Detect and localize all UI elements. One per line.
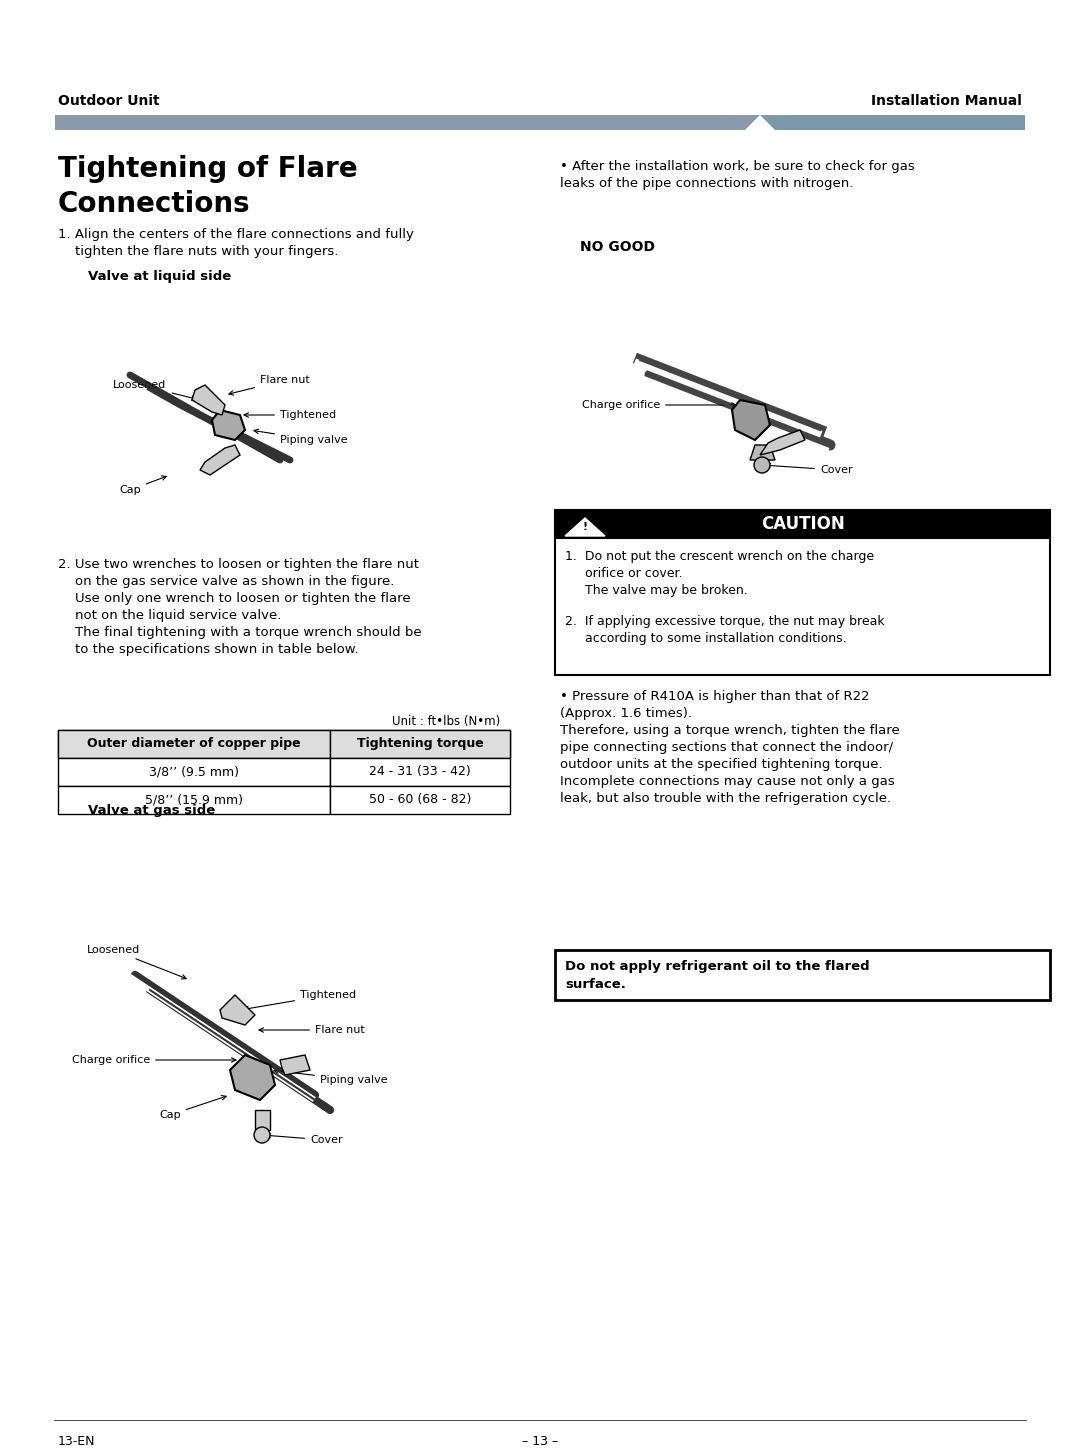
Text: Tightening of Flare
Connections: Tightening of Flare Connections	[58, 156, 357, 218]
Text: !: !	[582, 522, 588, 532]
Text: Cover: Cover	[766, 464, 852, 475]
Text: 3/8’’ (9.5 mm): 3/8’’ (9.5 mm)	[149, 765, 239, 778]
Text: Outer diameter of copper pipe: Outer diameter of copper pipe	[87, 737, 301, 750]
Polygon shape	[330, 730, 510, 758]
Text: Charge orifice: Charge orifice	[71, 1056, 237, 1064]
FancyBboxPatch shape	[555, 510, 1050, 538]
Text: 5/8’’ (15.9 mm): 5/8’’ (15.9 mm)	[145, 794, 243, 807]
Text: Installation Manual: Installation Manual	[872, 95, 1022, 108]
Text: Tightened: Tightened	[244, 990, 356, 1011]
Text: Flare nut: Flare nut	[229, 375, 310, 395]
Text: Cover: Cover	[266, 1134, 342, 1144]
Text: Cap: Cap	[159, 1095, 226, 1120]
Text: Do not apply refrigerant oil to the flared
surface.: Do not apply refrigerant oil to the flar…	[565, 960, 869, 992]
Text: Piping valve: Piping valve	[274, 1069, 388, 1085]
Text: • Pressure of R410A is higher than that of R22
(Approx. 1.6 times).
Therefore, u: • Pressure of R410A is higher than that …	[561, 691, 900, 806]
Polygon shape	[220, 995, 255, 1025]
Polygon shape	[58, 787, 330, 814]
Polygon shape	[55, 115, 760, 129]
Text: Valve at gas side: Valve at gas side	[87, 804, 215, 817]
Text: Charge orifice: Charge orifice	[582, 400, 735, 410]
Polygon shape	[330, 758, 510, 787]
Circle shape	[754, 457, 770, 473]
Text: Valve at liquid side: Valve at liquid side	[87, 270, 231, 284]
Text: Loosened: Loosened	[113, 379, 197, 400]
Polygon shape	[760, 430, 805, 455]
Text: 24 - 31 (33 - 42): 24 - 31 (33 - 42)	[369, 765, 471, 778]
Polygon shape	[58, 758, 330, 787]
Polygon shape	[192, 385, 225, 414]
Polygon shape	[230, 1056, 275, 1101]
Text: 1.  Do not put the crescent wrench on the charge
     orifice or cover.
     The: 1. Do not put the crescent wrench on the…	[565, 550, 874, 598]
Polygon shape	[760, 115, 1025, 129]
Polygon shape	[58, 730, 330, 758]
FancyBboxPatch shape	[58, 730, 510, 758]
Text: Tightened: Tightened	[244, 410, 336, 420]
FancyBboxPatch shape	[555, 949, 1050, 1000]
Text: 2.  If applying excessive torque, the nut may break
     according to some insta: 2. If applying excessive torque, the nut…	[565, 615, 885, 646]
Text: 1. Align the centers of the flare connections and fully
    tighten the flare nu: 1. Align the centers of the flare connec…	[58, 228, 414, 257]
Polygon shape	[200, 445, 240, 475]
Text: Cap: Cap	[119, 475, 166, 494]
Text: • After the installation work, be sure to check for gas
leaks of the pipe connec: • After the installation work, be sure t…	[561, 160, 915, 190]
Text: 2. Use two wrenches to loosen or tighten the flare nut
    on the gas service va: 2. Use two wrenches to loosen or tighten…	[58, 558, 421, 656]
Polygon shape	[212, 410, 245, 441]
Text: – 13 –: – 13 –	[522, 1435, 558, 1448]
Polygon shape	[750, 445, 775, 459]
FancyBboxPatch shape	[555, 538, 1050, 675]
Text: Loosened: Loosened	[86, 945, 186, 979]
Polygon shape	[565, 518, 605, 537]
Text: 13-EN: 13-EN	[58, 1435, 95, 1448]
Polygon shape	[732, 400, 770, 441]
Text: Tightening torque: Tightening torque	[356, 737, 484, 750]
Text: Unit : ft•lbs (N•m): Unit : ft•lbs (N•m)	[392, 715, 500, 728]
Text: NO GOOD: NO GOOD	[580, 240, 654, 254]
Text: Outdoor Unit: Outdoor Unit	[58, 95, 160, 108]
Text: Flare nut: Flare nut	[259, 1025, 365, 1035]
Polygon shape	[255, 1109, 270, 1130]
Polygon shape	[330, 787, 510, 814]
Text: CAUTION: CAUTION	[760, 515, 845, 534]
Text: 50 - 60 (68 - 82): 50 - 60 (68 - 82)	[368, 794, 471, 807]
Text: Piping valve: Piping valve	[254, 429, 348, 445]
Polygon shape	[280, 1056, 310, 1075]
Circle shape	[254, 1127, 270, 1143]
